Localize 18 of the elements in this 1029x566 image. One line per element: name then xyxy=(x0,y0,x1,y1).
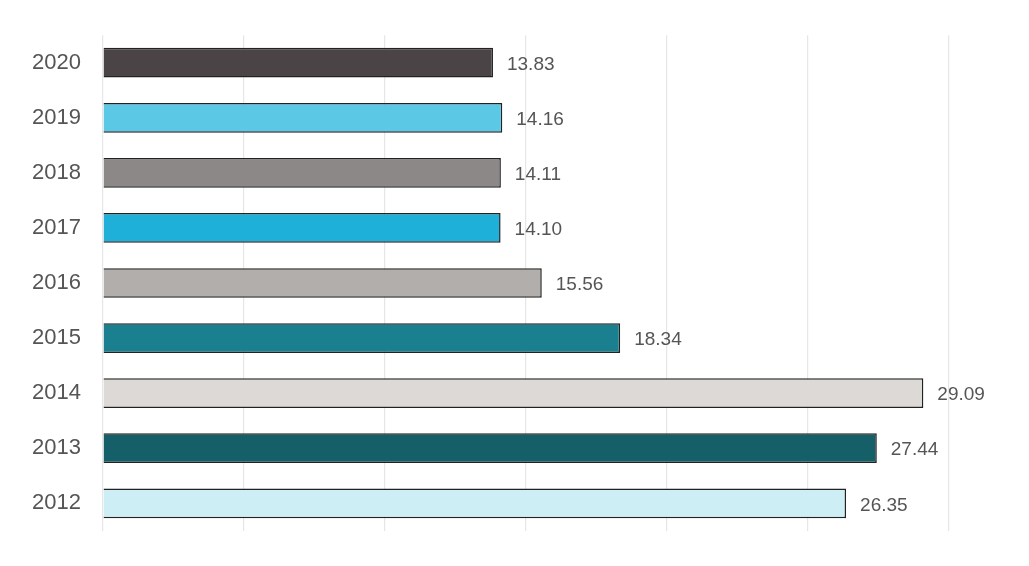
y-tick-label: 2012 xyxy=(31,489,81,515)
y-tick-label: 2020 xyxy=(31,48,81,74)
data-label: 27.44 xyxy=(890,438,939,460)
data-label: 14.11 xyxy=(514,163,562,185)
y-tick-label: 2013 xyxy=(31,434,81,460)
data-label: 14.16 xyxy=(516,108,564,130)
y-tick-label: 2014 xyxy=(31,379,81,405)
data-label: 15.56 xyxy=(555,273,604,295)
data-label: 13.83 xyxy=(506,52,555,74)
y-tick-label: 2016 xyxy=(31,269,81,295)
data-label: 26.35 xyxy=(860,493,908,515)
y-tick-label: 2015 xyxy=(31,324,81,350)
y-tick-label: 2019 xyxy=(31,103,81,129)
data-label: 29.09 xyxy=(937,383,985,405)
y-tick-label: 2018 xyxy=(31,158,81,184)
data-label: 18.34 xyxy=(634,328,683,350)
data-label: 14.10 xyxy=(514,218,563,240)
y-tick-label: 2017 xyxy=(31,214,81,239)
